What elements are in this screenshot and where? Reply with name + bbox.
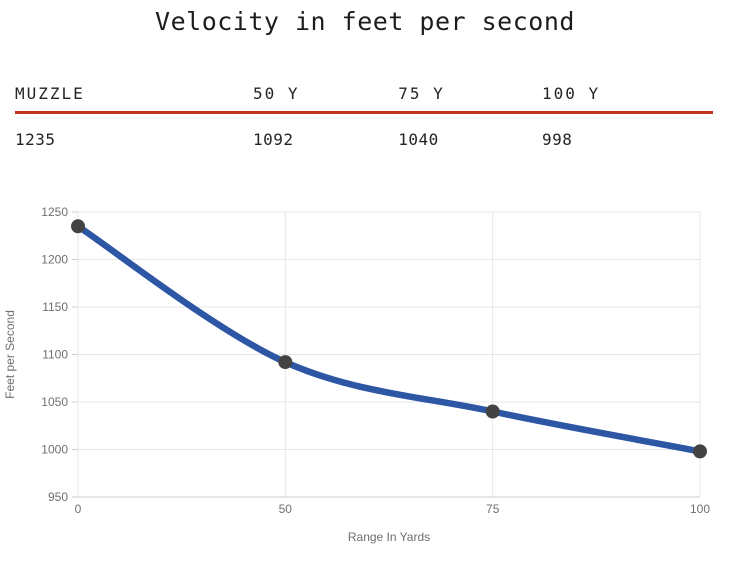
x-tick-label: 100 <box>690 502 710 516</box>
y-axis-title: Feet per Second <box>3 310 17 399</box>
data-point-50[interactable] <box>278 355 293 370</box>
y-tick-label: 1050 <box>41 395 68 409</box>
y-tick-label: 1000 <box>41 443 68 457</box>
value-50y: 1092 <box>253 130 294 149</box>
table-header-row: MUZZLE 50 Y 75 Y 100 Y <box>15 84 713 103</box>
data-point-0[interactable] <box>71 219 85 234</box>
velocity-line-chart: 1250 1200 1150 1100 1050 1000 950 0 50 75 100 Feet … <box>3 205 710 544</box>
x-tick-label: 75 <box>486 502 500 516</box>
table-header-75y: 75 Y <box>398 84 445 103</box>
table-header-50y: 50 Y <box>253 84 300 103</box>
table-header-100y: 100 Y <box>541 84 601 103</box>
velocity-line <box>74 223 704 455</box>
value-muzzle: 1235 <box>15 130 56 149</box>
data-point-100[interactable] <box>693 444 707 459</box>
value-100y: 998 <box>541 130 573 149</box>
y-tick-label: 950 <box>48 490 68 504</box>
page-title: Velocity in feet per second <box>155 7 575 36</box>
velocity-table: MUZZLE 50 Y 75 Y 100 Y 1235 1092 1040 99… <box>15 0 713 160</box>
y-tick-label: 1250 <box>41 205 68 219</box>
value-75y: 1040 <box>398 130 439 149</box>
x-tick-label: 50 <box>279 502 293 516</box>
y-tick-label: 1200 <box>41 253 68 267</box>
data-point-75[interactable] <box>485 404 500 419</box>
x-tick-label: 0 <box>75 502 82 516</box>
velocity-chart: 1250 1200 1150 1100 1050 1000 950 0 50 75 100 Feet … <box>0 190 730 561</box>
y-tick-label: 1150 <box>42 300 68 314</box>
table-value-row: 1235 1092 1040 998 <box>15 130 713 149</box>
table-divider <box>15 111 713 114</box>
table-header-muzzle: MUZZLE <box>15 84 85 103</box>
x-axis-title: Range In Yards <box>348 530 430 544</box>
y-tick-label: 1100 <box>42 348 68 362</box>
